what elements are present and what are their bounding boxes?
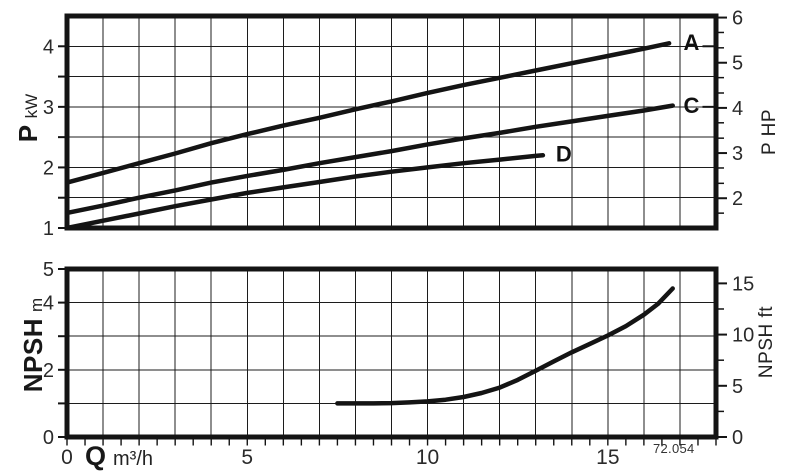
plot-border <box>64 13 719 231</box>
npsh-axis-unit-m: m <box>27 297 46 312</box>
curve-A <box>64 41 672 185</box>
grid <box>67 269 716 437</box>
flow-axis-unit: m³/h <box>113 448 154 470</box>
right-tick-label: 0 <box>732 427 743 449</box>
npsh-axis-symbol: NPSH <box>18 317 48 393</box>
left-tick-label: 3 <box>43 97 54 119</box>
left-axis: 1 2 3 4 <box>43 36 65 240</box>
flow-axis-symbol: Q <box>85 441 107 471</box>
right-tick-label: 2 <box>732 188 743 210</box>
left-axis: 0 2 4 5 <box>43 259 65 449</box>
x-tick-label: 5 <box>241 446 253 469</box>
power-axis-unit-hp: P HP <box>759 109 780 156</box>
right-tick-label: 5 <box>732 53 743 75</box>
left-tick-label: 1 <box>43 218 54 240</box>
left-tick-label: 2 <box>43 360 54 382</box>
right-tick-label: 3 <box>732 143 743 165</box>
right-tick-label: 10 <box>732 325 754 347</box>
right-tick-label: 15 <box>732 273 754 295</box>
x-tick-label: 15 <box>596 446 619 469</box>
right-axis: 0 5 10 15 <box>718 273 754 449</box>
curve-label-C: C <box>684 93 700 118</box>
right-tick-label: 4 <box>732 98 743 120</box>
flow-axis-title: Q m³/h <box>85 441 153 472</box>
x-axis: 0 5 10 15 <box>61 439 717 469</box>
power-axis-symbol: P <box>13 124 43 143</box>
x-tick-label: 0 <box>61 446 73 469</box>
curve-NPSH <box>335 286 675 406</box>
power-axis-unit-kw: kW <box>22 93 41 119</box>
plot-border <box>64 266 719 440</box>
right-axis: 2 3 4 5 6 <box>718 8 743 214</box>
npsh-axis-unit-ft: NPSH ft <box>756 305 777 379</box>
right-tick-label: 6 <box>732 8 743 30</box>
x-tick-label: 10 <box>416 446 439 469</box>
left-tick-label: 4 <box>43 293 54 315</box>
power-chart: 1 2 3 4 2 3 4 5 6 A C D <box>43 8 743 240</box>
curve-C <box>64 103 675 216</box>
grid <box>67 16 716 228</box>
left-tick-label: 4 <box>43 36 54 58</box>
power-left-axis-title: P kW <box>13 58 43 178</box>
npsh-chart: 0 2 4 5 0 5 10 15 0 5 10 15 <box>43 259 754 469</box>
left-tick-label: 0 <box>43 427 54 449</box>
power-right-axis-title: P HP <box>759 87 783 177</box>
left-tick-label: 2 <box>43 157 54 179</box>
curve-label-A: A <box>684 30 700 55</box>
npsh-right-axis-title: NPSH ft <box>756 287 780 397</box>
npsh-left-axis-title: NPSH m <box>18 265 48 425</box>
curve-label-D: D <box>556 141 572 166</box>
left-tick-label: 5 <box>43 259 54 281</box>
curve-D <box>64 153 546 231</box>
right-tick-label: 5 <box>732 376 743 398</box>
figure-reference-code: 72.054 <box>653 441 695 456</box>
